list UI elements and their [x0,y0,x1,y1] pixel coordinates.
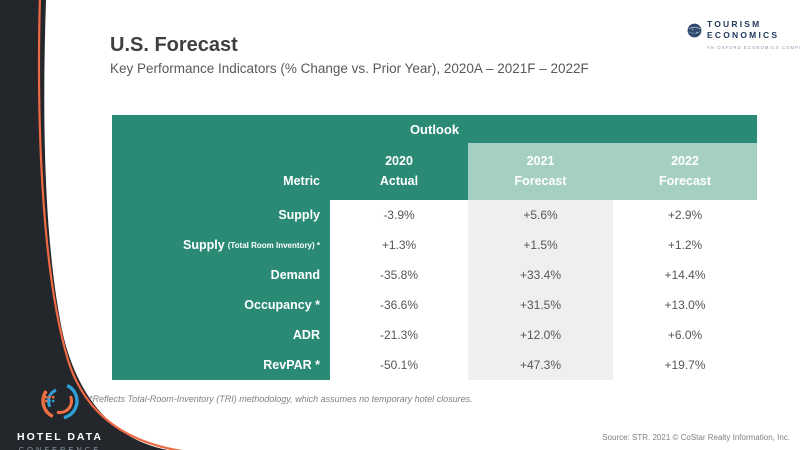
dark-wave-shape [0,0,168,450]
value-2021: +47.3% [468,350,613,380]
orange-curve-line [37,0,183,450]
hdc-logo-name: HOTEL DATA [17,431,103,443]
value-2021: +12.0% [468,320,613,350]
column-header-year: 2021 [526,154,555,169]
value-2022: +1.2% [613,230,757,260]
hotel-data-conference-logo: HOTEL DATA CONFERENCE [14,378,106,450]
column-header-type: Forecast [514,173,567,188]
column-header-year: 2020 [385,154,413,169]
value-2020: -3.9% [330,200,468,230]
column-header-2021-forecast: 2021 Forecast [468,143,613,200]
metric-label-demand: Demand [112,260,330,290]
sidebar-wave-decoration [0,0,183,450]
value-2021: +1.5% [468,230,613,260]
metric-label-supply-tri: Supply (Total Room Inventory) * [112,230,330,260]
hdc-circular-data-icon [41,382,79,420]
te-logo-name: TOURISM ECONOMICS [707,19,779,42]
hdc-logo-subname: CONFERENCE [18,445,102,450]
column-header-2022-forecast: 2022 Forecast [613,143,757,200]
value-2020: +1.3% [330,230,468,260]
column-header-metric: Metric [112,143,330,200]
kpi-table: Outlook Metric 2020 Actual 2021 Forecast… [112,115,757,380]
value-2021: +5.6% [468,200,613,230]
te-logo-line2: ECONOMICS [707,30,780,41]
column-header-type: Forecast [658,173,712,188]
value-2020: -35.8% [330,260,468,290]
value-2020: -50.1% [330,350,468,380]
value-2022: +13.0% [613,290,757,320]
metric-label-adr: ADR [112,320,330,350]
value-2022: +2.9% [613,200,757,230]
value-2021: +31.5% [468,290,613,320]
value-2020: -36.6% [330,290,468,320]
column-header-2020-actual: 2020 Actual [330,143,468,200]
tourism-economics-logo: TOURISM ECONOMICS AN OXFORD ECONOMICS CO… [687,19,800,50]
value-2020: -21.3% [330,320,468,350]
metric-label-supply: Supply [112,200,330,230]
footnote: *Reflects Total-Room-Inventory (TRI) met… [89,394,473,404]
value-2022: +6.0% [613,320,757,350]
value-2022: +14.4% [613,260,757,290]
value-2021: +33.4% [468,260,613,290]
page-subtitle: Key Performance Indicators (% Change vs.… [110,61,589,76]
table-header-outlook: Outlook [112,115,757,143]
metric-label-revpar: RevPAR * [112,350,330,380]
globe-icon [687,23,702,38]
column-header-year: 2022 [671,154,699,169]
metric-label-occupancy: Occupancy * [112,290,330,320]
te-logo-tagline: AN OXFORD ECONOMICS COMPANY [707,44,800,50]
te-logo-line1: TOURISM [707,19,762,29]
value-2022: +19.7% [613,350,757,380]
source-attribution: Source: STR. 2021 © CoStar Realty Inform… [602,433,790,442]
column-header-type: Actual [379,173,419,188]
page-title: U.S. Forecast [110,34,238,56]
